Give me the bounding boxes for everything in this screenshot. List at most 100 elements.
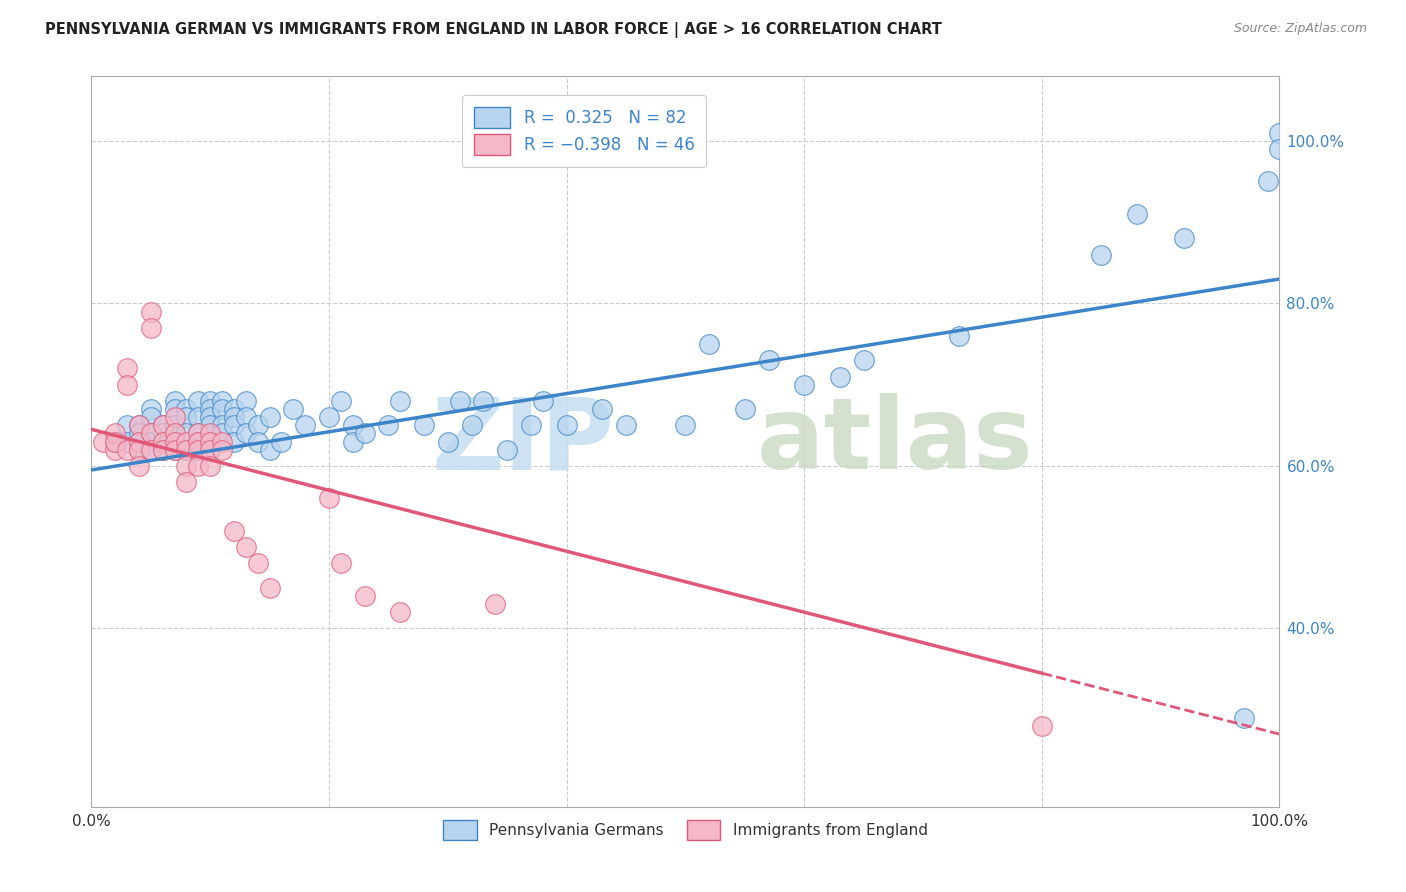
Point — [187, 434, 209, 449]
Point — [152, 442, 174, 457]
Point — [200, 426, 222, 441]
Point — [697, 337, 720, 351]
Point — [948, 329, 970, 343]
Point — [1268, 142, 1291, 156]
Point — [128, 426, 150, 441]
Point — [200, 418, 222, 433]
Point — [152, 418, 174, 433]
Point — [436, 434, 458, 449]
Point — [139, 442, 162, 457]
Point — [211, 434, 233, 449]
Point — [91, 434, 114, 449]
Point — [176, 434, 198, 449]
Point — [187, 410, 209, 425]
Point — [520, 418, 543, 433]
Point — [176, 475, 198, 490]
Point — [104, 442, 127, 457]
Point — [614, 418, 637, 433]
Text: ZIP: ZIP — [432, 393, 614, 490]
Point — [200, 434, 222, 449]
Point — [342, 418, 364, 433]
Point — [163, 442, 186, 457]
Point — [187, 434, 209, 449]
Point — [200, 434, 222, 449]
Point — [176, 410, 198, 425]
Point — [377, 418, 399, 433]
Point — [187, 426, 209, 441]
Point — [460, 418, 482, 433]
Point — [115, 361, 138, 376]
Point — [211, 393, 233, 408]
Point — [163, 442, 186, 457]
Point — [152, 434, 174, 449]
Text: atlas: atlas — [756, 393, 1033, 490]
Point — [152, 442, 174, 457]
Point — [222, 410, 245, 425]
Point — [222, 524, 245, 538]
Point — [246, 418, 269, 433]
Point — [555, 418, 578, 433]
Point — [187, 426, 209, 441]
Point — [734, 402, 756, 417]
Point — [200, 442, 222, 457]
Point — [852, 353, 875, 368]
Point — [104, 434, 127, 449]
Point — [389, 605, 412, 619]
Point — [259, 410, 281, 425]
Point — [128, 418, 150, 433]
Point — [329, 557, 352, 571]
Point — [673, 418, 696, 433]
Point — [104, 434, 127, 449]
Point — [139, 434, 162, 449]
Point — [163, 434, 186, 449]
Point — [187, 393, 209, 408]
Point — [1268, 126, 1291, 140]
Point — [758, 353, 780, 368]
Point — [222, 402, 245, 417]
Point — [1173, 231, 1195, 245]
Point — [531, 393, 554, 408]
Point — [139, 320, 162, 334]
Point — [176, 442, 198, 457]
Point — [200, 410, 222, 425]
Point — [115, 434, 138, 449]
Point — [152, 426, 174, 441]
Point — [342, 434, 364, 449]
Point — [200, 458, 222, 473]
Point — [176, 442, 198, 457]
Point — [828, 369, 851, 384]
Point — [235, 410, 257, 425]
Point — [163, 418, 186, 433]
Point — [139, 426, 162, 441]
Point — [200, 442, 222, 457]
Point — [187, 442, 209, 457]
Point — [235, 393, 257, 408]
Legend: Pennsylvania Germans, Immigrants from England: Pennsylvania Germans, Immigrants from En… — [436, 813, 935, 847]
Point — [152, 434, 174, 449]
Point — [318, 491, 340, 506]
Point — [259, 581, 281, 595]
Point — [472, 393, 495, 408]
Text: Source: ZipAtlas.com: Source: ZipAtlas.com — [1233, 22, 1367, 36]
Point — [329, 393, 352, 408]
Point — [139, 304, 162, 318]
Point — [496, 442, 519, 457]
Point — [246, 557, 269, 571]
Point — [128, 434, 150, 449]
Point — [413, 418, 436, 433]
Point — [211, 442, 233, 457]
Point — [163, 402, 186, 417]
Point — [176, 426, 198, 441]
Point — [163, 426, 186, 441]
Point — [449, 393, 471, 408]
Point — [176, 402, 198, 417]
Point — [1233, 711, 1256, 725]
Point — [104, 426, 127, 441]
Point — [139, 442, 162, 457]
Point — [1090, 247, 1112, 261]
Point — [115, 442, 138, 457]
Point — [163, 393, 186, 408]
Point — [115, 377, 138, 392]
Point — [353, 426, 375, 441]
Point — [270, 434, 292, 449]
